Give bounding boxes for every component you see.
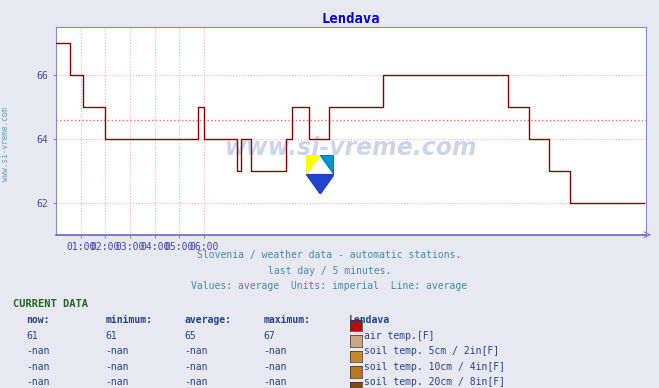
- Text: -nan: -nan: [264, 362, 287, 372]
- Title: Lendava: Lendava: [322, 12, 380, 26]
- Text: www.si-vreme.com: www.si-vreme.com: [225, 135, 477, 159]
- Polygon shape: [320, 155, 334, 175]
- Polygon shape: [306, 155, 320, 175]
- Text: maximum:: maximum:: [264, 315, 310, 325]
- Text: -nan: -nan: [185, 362, 208, 372]
- Polygon shape: [306, 175, 334, 194]
- Text: -nan: -nan: [105, 362, 129, 372]
- Text: last day / 5 minutes.: last day / 5 minutes.: [268, 266, 391, 276]
- Text: -nan: -nan: [105, 377, 129, 387]
- Text: 65: 65: [185, 331, 196, 341]
- Text: CURRENT DATA: CURRENT DATA: [13, 299, 88, 309]
- Polygon shape: [320, 155, 334, 175]
- Text: soil temp. 10cm / 4in[F]: soil temp. 10cm / 4in[F]: [364, 362, 505, 372]
- Text: 61: 61: [105, 331, 117, 341]
- Text: Slovenia / weather data - automatic stations.: Slovenia / weather data - automatic stat…: [197, 250, 462, 260]
- Text: soil temp. 20cm / 8in[F]: soil temp. 20cm / 8in[F]: [364, 377, 505, 387]
- Text: -nan: -nan: [185, 346, 208, 356]
- Text: -nan: -nan: [26, 346, 50, 356]
- Text: -nan: -nan: [26, 362, 50, 372]
- Text: Lendava: Lendava: [349, 315, 390, 325]
- Text: www.si-vreme.com: www.si-vreme.com: [1, 107, 10, 180]
- Text: Values: average  Units: imperial  Line: average: Values: average Units: imperial Line: av…: [191, 281, 468, 291]
- Text: -nan: -nan: [264, 346, 287, 356]
- Text: -nan: -nan: [105, 346, 129, 356]
- Text: -nan: -nan: [26, 377, 50, 387]
- Text: 67: 67: [264, 331, 275, 341]
- Text: 61: 61: [26, 331, 38, 341]
- Text: average:: average:: [185, 315, 231, 325]
- Text: -nan: -nan: [264, 377, 287, 387]
- Text: -nan: -nan: [185, 377, 208, 387]
- Text: soil temp. 5cm / 2in[F]: soil temp. 5cm / 2in[F]: [364, 346, 499, 356]
- Text: minimum:: minimum:: [105, 315, 152, 325]
- Text: now:: now:: [26, 315, 50, 325]
- Text: air temp.[F]: air temp.[F]: [364, 331, 434, 341]
